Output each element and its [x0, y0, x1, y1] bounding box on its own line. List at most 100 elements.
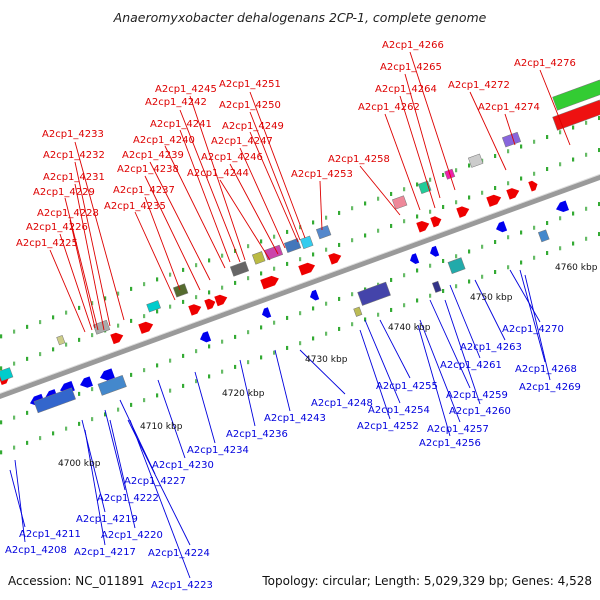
leader-line	[69, 219, 96, 329]
gene-label: A2cp1_4232	[43, 150, 105, 161]
leader-line	[74, 141, 125, 321]
track-dot	[429, 263, 432, 268]
gene-label: A2cp1_4253	[291, 169, 353, 180]
forward-gene-arrow	[214, 294, 228, 307]
gene-label: A2cp1_4246	[201, 152, 263, 163]
track-dot	[247, 360, 250, 365]
leader-line	[409, 51, 456, 191]
leader-line	[419, 319, 461, 423]
gene-label: A2cp1_4238	[117, 164, 179, 175]
track-dot	[455, 200, 458, 205]
track-dot	[403, 273, 406, 278]
leader-line	[379, 319, 411, 379]
gene-label: A2cp1_4237	[113, 185, 175, 196]
kbp-ticks: 4700 kbp 4710 kbp 4720 kbp 4730 kbp 4740…	[58, 263, 598, 469]
track-dot	[351, 238, 354, 243]
leader-line	[144, 196, 181, 291]
track-dot	[195, 295, 198, 300]
track-dot	[429, 177, 432, 182]
leader-line	[519, 269, 546, 363]
track-dot	[520, 230, 523, 235]
track-dot	[169, 358, 172, 363]
track-dot	[338, 210, 341, 215]
track-dot	[390, 223, 393, 228]
gene-label: A2cp1_4211	[19, 529, 81, 540]
forward-gene-arrow	[486, 194, 502, 207]
track-dot	[325, 247, 328, 252]
gene-shape	[310, 289, 320, 301]
gene-label: A2cp1_4264	[375, 84, 437, 95]
gene-label: A2cp1_4261	[440, 360, 502, 371]
track-dot	[143, 314, 146, 319]
track-dot	[273, 320, 276, 325]
track-dot	[325, 301, 328, 306]
track-dot	[52, 347, 55, 352]
track-dot	[520, 260, 523, 265]
feature-rect	[97, 374, 127, 396]
gene-shape	[138, 321, 154, 334]
track-dot	[39, 320, 42, 325]
track-dot	[455, 254, 458, 259]
track-dot	[65, 342, 68, 347]
gene-label: A2cp1_4217	[74, 547, 136, 558]
feature-box	[552, 79, 600, 111]
feature-box	[552, 99, 600, 131]
track-dot	[598, 148, 600, 153]
forward-gene-arrow	[188, 304, 202, 316]
feature-rect	[467, 153, 484, 168]
leader-line	[249, 91, 306, 239]
leader-line	[449, 284, 481, 359]
feature-rect	[229, 261, 250, 277]
forward-gene-arrow	[430, 216, 442, 228]
track-dot	[286, 315, 289, 320]
track-dot	[325, 331, 328, 336]
forward-gene-arrow	[528, 180, 538, 192]
gene-shape	[410, 253, 420, 264]
track-dot	[364, 317, 367, 322]
gene-label: A2cp1_4248	[311, 398, 373, 409]
gene-shape	[204, 298, 216, 310]
track-dot	[572, 125, 575, 130]
reverse-gene-arrow	[310, 289, 320, 301]
gene-shape	[416, 220, 430, 233]
track-dot	[13, 361, 16, 366]
tick-label: 4720 kbp	[222, 389, 265, 399]
track-dot	[78, 337, 81, 342]
track-dot	[130, 318, 133, 323]
leader-line	[504, 113, 516, 146]
track-dot	[377, 228, 380, 233]
leader-line	[417, 324, 451, 437]
gene-label: A2cp1_4233	[42, 129, 104, 140]
track-dot	[533, 139, 536, 144]
gene-label: A2cp1_4268	[515, 364, 577, 375]
track-dot	[364, 233, 367, 238]
feature-box	[229, 261, 250, 277]
reverse-gene-arrow	[496, 221, 508, 233]
track-dot	[546, 251, 549, 256]
track-dot	[442, 258, 445, 263]
track-dot	[377, 196, 380, 201]
track-dot	[273, 266, 276, 271]
track-dot	[325, 215, 328, 220]
track-dot	[507, 149, 510, 154]
track-dot	[299, 257, 302, 262]
track-dot	[468, 163, 471, 168]
feature-box	[0, 367, 14, 382]
forward-gene-arrow	[416, 220, 430, 233]
feature-rect	[353, 306, 363, 317]
track-dot	[234, 248, 237, 253]
track-dot	[572, 157, 575, 162]
track-dot	[468, 249, 471, 254]
track-dot	[507, 235, 510, 240]
feature-box	[357, 281, 391, 306]
reverse-gene-arrow	[410, 253, 420, 264]
leader-line	[299, 349, 346, 395]
leader-line	[84, 429, 106, 546]
feature-rect	[0, 367, 14, 382]
feature-box	[172, 283, 189, 298]
track-dot	[429, 293, 432, 298]
gene-label: A2cp1_4222	[97, 493, 159, 504]
tick-label: 4740 kbp	[388, 323, 431, 333]
gene-label: A2cp1_4254	[368, 405, 430, 416]
feature-rect	[391, 195, 408, 210]
